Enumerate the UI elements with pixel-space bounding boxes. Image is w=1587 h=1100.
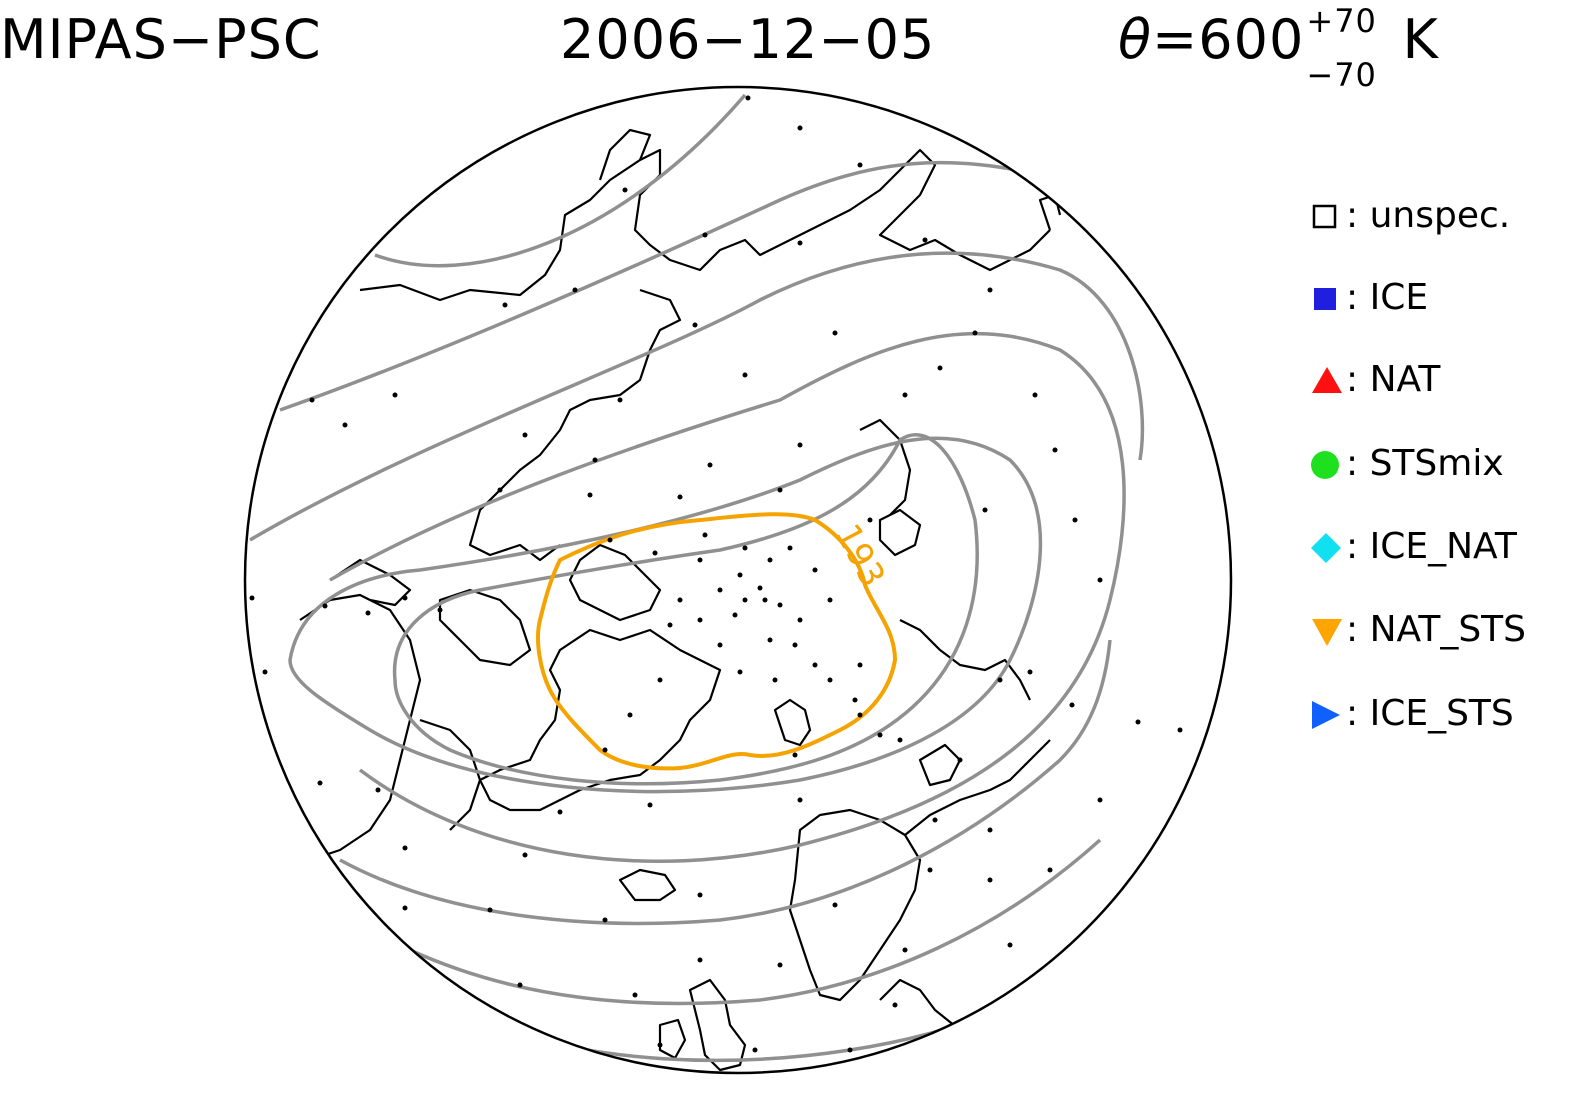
legend-label: : ICE_STS	[1346, 693, 1514, 734]
open-square-icon	[1312, 204, 1337, 229]
theta-value: =600	[1152, 8, 1305, 71]
coastline-greenland	[478, 628, 722, 812]
coastline-scandinavia	[788, 808, 922, 1002]
coastline-novaya-zemlya	[878, 508, 922, 557]
coastline-white-sea	[918, 743, 962, 787]
coastline-canada-main	[299, 593, 422, 862]
theta-upper: +70	[1306, 2, 1377, 40]
diamond-icon	[1311, 533, 1341, 563]
geopotential-contours	[249, 93, 1145, 1063]
coastline-finland-russia	[904, 739, 1051, 836]
theta-range: +70 −70	[1304, 2, 1384, 94]
legend-item-ice-nat: : ICE_NAT	[1310, 526, 1580, 567]
legend-label: : NAT_STS	[1346, 609, 1527, 650]
legend-item-unspec: : unspec.	[1310, 195, 1580, 236]
coastline-siberia-2	[1038, 193, 1062, 231]
temperature-contour-193	[536, 512, 898, 771]
coastline-hudson	[419, 718, 482, 831]
coastline-east-siberia	[899, 619, 1031, 701]
legend-item-ice: : ICE	[1310, 277, 1580, 318]
coastline-siberia	[359, 148, 1051, 302]
legend-item-ice-sts: : ICE_STS	[1310, 693, 1580, 734]
gph-contour-6	[392, 433, 979, 786]
gph-contour-5	[288, 436, 1043, 794]
map-content: 193	[249, 93, 1183, 1072]
triangle-right-icon	[1312, 701, 1340, 729]
coastline-canada-islands	[438, 588, 532, 667]
legend-item-stsmix: : STSmix	[1310, 443, 1580, 484]
coastline-taymyr	[468, 288, 682, 562]
theta-symbol: θ	[1118, 8, 1153, 71]
gph-contour-4	[329, 331, 1126, 863]
coastline-british-isles	[688, 978, 747, 1072]
measurement-points	[249, 95, 1183, 1053]
gph-contour-2	[279, 160, 1061, 412]
legend-item-nat-sts: : NAT_STS	[1310, 609, 1580, 650]
coastline-ireland	[658, 1018, 687, 1060]
coastline-ellesmere	[568, 543, 662, 622]
map-boundary	[243, 85, 1233, 1075]
gph-contour-3	[249, 251, 1145, 542]
date-title: 2006−12−05	[560, 8, 936, 71]
gph-contour-1	[374, 93, 747, 268]
gph-contour-8	[409, 838, 1102, 1006]
legend-label: : unspec.	[1346, 195, 1511, 236]
gph-contour-7	[339, 639, 1112, 926]
filled-square-icon	[1314, 288, 1336, 310]
coastline-alaska	[329, 558, 412, 607]
theta-unit: K	[1402, 8, 1439, 71]
theta-level-title: θ=600 +70 −70 K	[1118, 2, 1439, 94]
theta-lower: −70	[1306, 56, 1377, 94]
coastline-yamal	[859, 418, 912, 516]
coastline-kamchatka	[598, 128, 652, 181]
legend-label: : ICE	[1346, 277, 1429, 318]
instrument-title: MIPAS−PSC	[0, 8, 322, 71]
coastline-iceland	[618, 868, 677, 902]
coastline-svalbard	[773, 698, 812, 747]
temperature-contour-label: 193	[827, 518, 893, 594]
legend-item-nat: : NAT	[1310, 359, 1580, 400]
legend-label: : ICE_NAT	[1346, 526, 1517, 567]
triangle-down-icon	[1312, 619, 1342, 646]
legend-label: : STSmix	[1346, 443, 1504, 484]
circle-icon	[1311, 451, 1339, 479]
legend-label: : NAT	[1346, 359, 1441, 400]
triangle-up-icon	[1312, 367, 1342, 393]
